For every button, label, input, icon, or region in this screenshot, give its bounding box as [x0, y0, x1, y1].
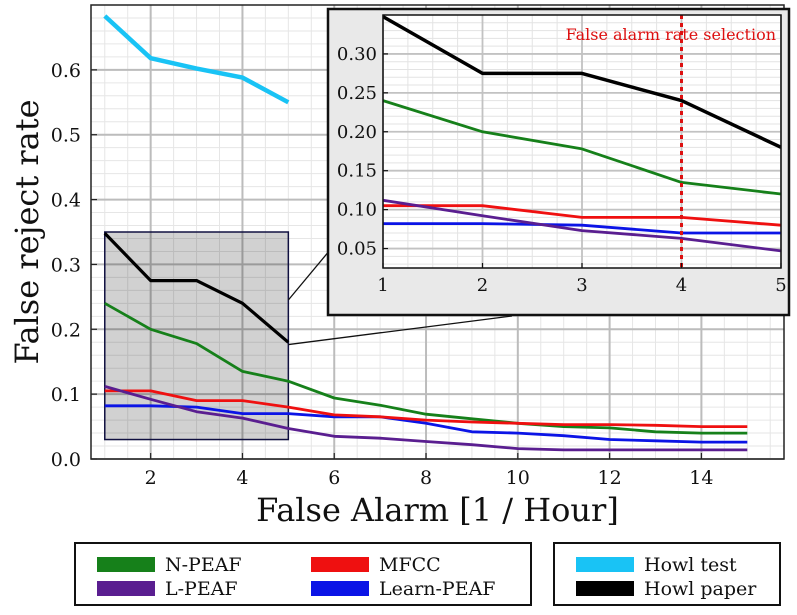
- inset-series-line-howl-paper: [383, 15, 781, 149]
- y-tick-label: 0.3: [51, 254, 81, 276]
- x-axis-label: False Alarm [1 / Hour]: [256, 491, 619, 529]
- legend-label-n-peaf: N-PEAF: [165, 554, 242, 576]
- inset-y-tick-label: 0.20: [337, 122, 377, 143]
- inset-y-tick-label: 0.15: [337, 161, 377, 182]
- y-axis-label: False reject rate: [8, 99, 46, 364]
- inset-x-tick-label: 3: [576, 275, 587, 296]
- x-tick-label: 6: [328, 467, 340, 489]
- x-tick-label: 2: [145, 467, 157, 489]
- legend-swatch-n-peaf: [97, 557, 155, 572]
- selection-vline-label: False alarm rate selection: [566, 25, 776, 44]
- inset-y-tick-label: 0.05: [337, 239, 377, 260]
- legend-label-l-peaf: L-PEAF: [165, 578, 238, 600]
- legend-swatch-howl-test: [576, 557, 634, 572]
- y-tick-label: 0.5: [51, 125, 81, 147]
- y-tick-label: 0.2: [51, 319, 81, 341]
- legend-swatch-mfcc: [311, 557, 369, 572]
- inset-x-tick-label: 4: [676, 275, 687, 296]
- connector-line-upper: [287, 249, 331, 301]
- legend-label-howl-paper: Howl paper: [644, 578, 757, 600]
- main-series-line-l-peaf: [104, 385, 748, 452]
- connector-line-lower: [288, 315, 513, 346]
- x-tick-label: 10: [506, 467, 530, 489]
- legend-label-howl-test: Howl test: [644, 554, 737, 576]
- main-series-line-howl-paper: [103, 232, 290, 344]
- inset-x-tick-label: 2: [477, 275, 488, 296]
- inset-y-tick-label: 0.30: [337, 44, 377, 65]
- legend-label-learn-peaf: Learn-PEAF: [379, 578, 496, 600]
- main-series-line-howl-test: [103, 14, 290, 105]
- inset-x-tick-label: 1: [377, 275, 388, 296]
- y-tick-label: 0.6: [51, 60, 81, 82]
- inset-x-tick-label: 5: [775, 275, 786, 296]
- main-series-line-learn-peaf: [104, 404, 748, 444]
- legend-swatch-learn-peaf: [311, 581, 369, 596]
- inset-plot: False alarm rate selection 1 2 3 4 5 0.05 0.10 0…: [287, 7, 791, 346]
- y-tick-label: 0.4: [51, 190, 81, 212]
- inset-y-tick-label: 0.25: [337, 83, 377, 104]
- main-series-line-n-peaf: [104, 302, 748, 435]
- inset-series-line-learn-peaf: [383, 222, 781, 235]
- inset-series-line-l-peaf: [383, 198, 781, 253]
- x-tick-label: 12: [598, 467, 622, 489]
- inset-series-line-mfcc: [383, 204, 781, 227]
- x-tick-label: 4: [236, 467, 248, 489]
- legend-left: N-PEAF MFCC L-PEAF Learn-PEAF: [74, 542, 532, 606]
- y-tick-label: 0.1: [51, 384, 81, 406]
- main-series-line-mfcc: [104, 389, 748, 429]
- x-tick-label: 8: [420, 467, 432, 489]
- legend-swatch-howl-paper: [576, 581, 634, 596]
- y-tick-label: 0.0: [51, 449, 81, 471]
- x-tick-label: 14: [689, 467, 713, 489]
- inset-series-line-n-peaf: [383, 99, 781, 196]
- legend-label-mfcc: MFCC: [379, 554, 441, 576]
- legend-swatch-l-peaf: [97, 581, 155, 596]
- inset-y-tick-label: 0.10: [337, 200, 377, 221]
- inset-series: [383, 15, 781, 253]
